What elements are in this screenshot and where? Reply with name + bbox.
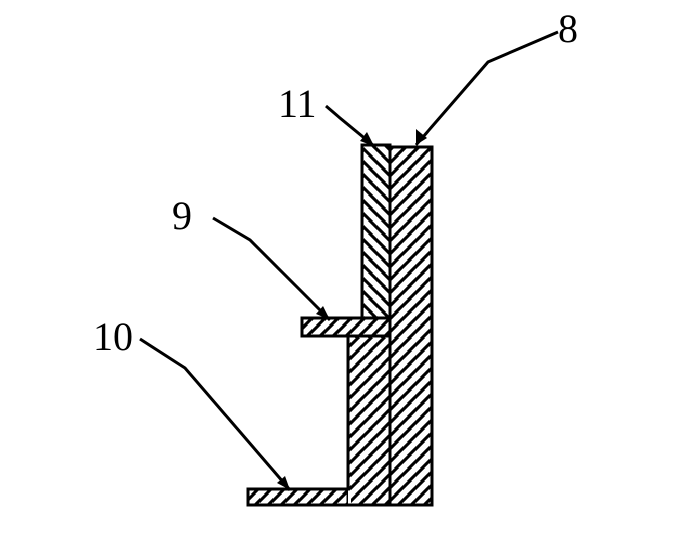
part-11 xyxy=(362,145,390,318)
label-10: 10 xyxy=(93,313,133,360)
diagram-svg xyxy=(0,0,698,558)
part-10-vertical xyxy=(348,336,390,505)
part-8 xyxy=(390,147,432,505)
part-10-horizontal xyxy=(248,489,348,505)
leader-9 xyxy=(213,218,330,320)
leader-10 xyxy=(140,339,290,490)
label-9: 9 xyxy=(172,192,192,239)
part-9 xyxy=(302,318,390,336)
leader-8 xyxy=(416,32,558,145)
label-8: 8 xyxy=(558,5,578,52)
label-11: 11 xyxy=(278,80,317,127)
diagram-container: 8 11 9 10 xyxy=(0,0,698,558)
leader-11 xyxy=(326,106,374,146)
